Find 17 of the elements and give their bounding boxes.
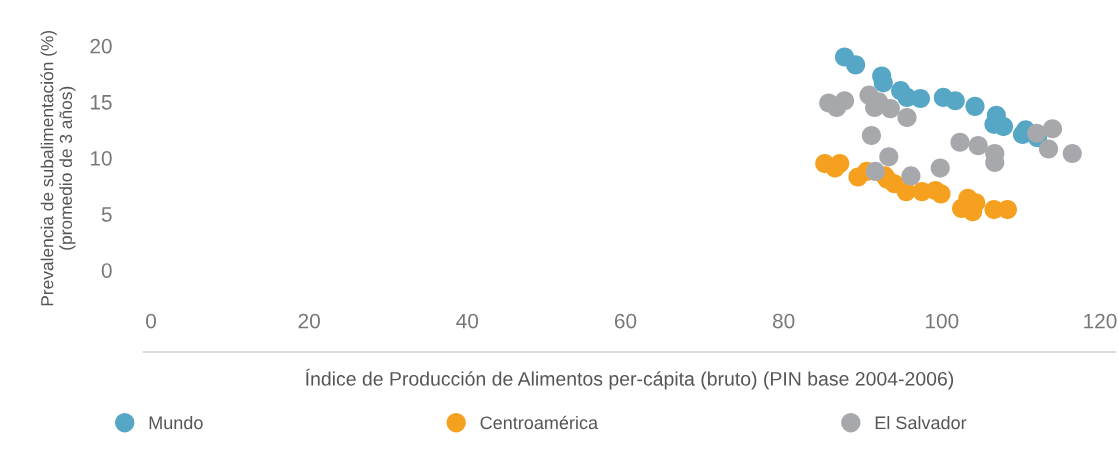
y-tick-label: 15 [90,95,112,110]
x-tick-label: 20 [298,313,320,329]
x-tick-label: 80 [772,313,795,329]
y-tick-label: 10 [90,150,112,166]
x-tick-label: 40 [456,313,479,329]
legend-label: El Salvador [875,415,967,430]
x-tick-label: 100 [926,313,959,329]
y-tick-label: 20 [90,38,112,54]
legend-label: Centroamérica [480,415,599,430]
y-axis-title: Prevalencia de subalimentación (%) (promedio de 3 años) [40,30,76,306]
x-tick-label: 60 [614,313,637,329]
x-tick-label: 120 [1084,313,1117,329]
x-axis-title: Índice de Producción de Alimentos per-cápita (bruto) (PIN base 2004-2006) [306,368,954,390]
y-tick-label: 5 [101,207,112,222]
legend-label: Mundo [149,415,203,430]
x-tick-label: 0 [146,313,156,329]
y-tick-label: 0 [101,263,112,278]
